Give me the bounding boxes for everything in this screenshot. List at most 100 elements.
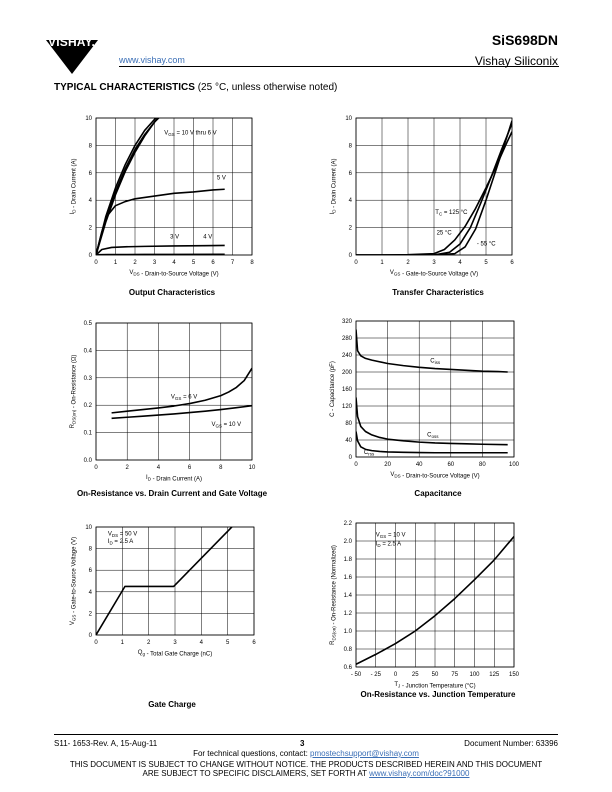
plot-frame — [95, 526, 255, 636]
x-tick-label: 20 — [384, 462, 391, 468]
y-axis-label: C - Capacitance (pF) — [330, 361, 336, 417]
x-tick-label: 8 — [219, 465, 223, 471]
y-axis-label: ID - Drain Current (A) — [330, 159, 338, 215]
caption-on-resistance-temperature: On-Resistance vs. Junction Temperature — [360, 690, 516, 699]
y-tick-label: 0 — [349, 455, 353, 461]
annotation-label: VGS = 10 V — [211, 422, 241, 429]
x-tick-label: 3 — [432, 260, 436, 266]
x-tick-label: 3 — [173, 640, 177, 646]
y-tick-label: 0.5 — [84, 321, 93, 327]
x-tick-label: 5 — [192, 260, 196, 266]
y-tick-label: 80 — [345, 421, 352, 427]
x-tick-label: 3 — [153, 260, 157, 266]
contact-email-link[interactable]: pmostechsupport@vishay.com — [310, 749, 419, 758]
section-note: (25 °C, unless otherwise noted) — [194, 82, 338, 93]
x-tick-label: 7 — [231, 260, 235, 266]
x-tick-label: 75 — [451, 672, 458, 678]
y-tick-label: 2.2 — [344, 521, 353, 527]
series-line: C_rss — [356, 431, 508, 454]
caption-on-resistance-drain-current: On-Resistance vs. Drain Current and Gate… — [76, 489, 268, 498]
x-tick-label: 50 — [432, 672, 439, 678]
contact-line: For technical questions, contact: pmoste… — [0, 749, 612, 758]
series-line: V_GS = 10 V, I_D = 2.5 A — [356, 535, 514, 666]
x-tick-label: 1 — [121, 640, 125, 646]
x-tick-label: 6 — [510, 260, 514, 266]
y-tick-label: 0.4 — [84, 348, 93, 354]
x-tick-label: 60 — [447, 462, 454, 468]
caption-capacitance: Capacitance — [414, 489, 462, 498]
y-tick-label: 10 — [85, 116, 92, 122]
y-tick-label: 240 — [342, 353, 353, 359]
y-tick-label: 8 — [349, 143, 353, 149]
y-tick-label: 6 — [349, 171, 353, 177]
series-line: 5 V — [96, 188, 225, 255]
section-heading: TYPICAL CHARACTERISTICS — [54, 82, 195, 93]
series-line: 4 V — [96, 244, 225, 255]
vishay-logo-icon — [46, 40, 98, 74]
y-tick-label: 0.6 — [344, 665, 353, 671]
annotation-label: 4 V — [203, 235, 212, 241]
y-tick-label: 8 — [89, 547, 93, 553]
x-axis-label: VDS - Drain-to-Source Voltage (V) — [390, 472, 479, 480]
x-tick-label: 4 — [157, 465, 161, 471]
x-tick-label: 2 — [133, 260, 137, 266]
annotation-label: Ciss — [430, 359, 441, 366]
y-tick-label: 1.0 — [344, 629, 353, 635]
logo-text: VISHAY. — [48, 35, 95, 49]
annotation-label: ID = 2.5 A — [376, 542, 401, 549]
x-tick-label: 25 — [412, 672, 419, 678]
x-tick-label: 40 — [416, 462, 423, 468]
x-tick-label: 6 — [211, 260, 215, 266]
x-tick-label: 0 — [394, 672, 398, 678]
annotation-label: 3 V — [170, 235, 179, 241]
x-tick-label: 2 — [126, 465, 130, 471]
disclaimer-line-1: THIS DOCUMENT IS SUBJECT TO CHANGE WITHO… — [69, 760, 543, 769]
y-tick-label: 40 — [345, 438, 352, 444]
footer-rule — [54, 734, 558, 735]
y-tick-label: 0 — [89, 633, 93, 639]
annotation-label: VGS = 10 V — [376, 533, 406, 540]
y-tick-label: 6 — [89, 568, 93, 574]
x-tick-label: 10 — [249, 465, 256, 471]
x-tick-label: - 25 — [371, 672, 382, 678]
contact-text: For technical questions, contact: — [193, 749, 311, 758]
on-resistance-vs-temperature-chart: - 50 - 25 0 25 50 75 100 125 150 0.6 0.8 1.0 1.2 1.4 1… — [330, 521, 520, 690]
series-line — [96, 118, 159, 255]
y-tick-label: 8 — [89, 143, 93, 149]
annotation-label: 25 °C — [437, 230, 453, 236]
x-tick-label: 1 — [114, 260, 118, 266]
caption-output-characteristics: Output Characteristics — [128, 288, 216, 297]
capacitance-chart: 0 20 40 60 80 100 0 40 80 120 160 200 240 280 320C_iss… — [330, 319, 520, 480]
x-axis-label: TJ - Junction Temperature (°C) — [394, 682, 475, 690]
series-line: C_iss — [356, 329, 508, 373]
annotation-label: Coss — [427, 433, 439, 440]
y-tick-label: 2 — [89, 226, 93, 232]
x-tick-label: 4 — [458, 260, 462, 266]
y-tick-label: 160 — [342, 387, 353, 393]
header-url-link[interactable]: www.vishay.com — [119, 55, 185, 65]
y-tick-label: 1.4 — [344, 593, 353, 599]
disclaimer-link[interactable]: www.vishay.com/doc?91000 — [369, 769, 470, 778]
annotation-label: Crss — [364, 450, 375, 457]
y-tick-label: 4 — [89, 198, 93, 204]
annotation-label: - 55 °C — [477, 241, 496, 247]
disclaimer-line-2: ARE SUBJECT TO SPECIFIC DISCLAIMERS, SET… — [0, 769, 612, 778]
y-tick-label: 280 — [342, 336, 353, 342]
y-tick-label: 2 — [349, 226, 353, 232]
x-tick-label: 80 — [479, 462, 486, 468]
x-axis-label: VDS - Drain-to-Source Voltage (V) — [129, 270, 218, 278]
y-axis-label: ID - Drain Current (A) — [70, 159, 78, 215]
x-tick-label: 5 — [484, 260, 488, 266]
annotation-label: VGS = 6 V — [171, 394, 197, 401]
y-tick-label: 4 — [349, 198, 353, 204]
series-line: - 55 °C — [356, 120, 512, 255]
y-tick-label: 6 — [89, 171, 93, 177]
part-number: SiS698DN — [491, 32, 558, 48]
plot-frame — [355, 522, 515, 668]
x-tick-label: 2 — [406, 260, 410, 266]
y-tick-label: 10 — [345, 116, 352, 122]
plot-frame — [355, 320, 515, 458]
x-tick-label: 125 — [489, 672, 500, 678]
annotation-label: VGS = 10 V thru 6 V — [164, 130, 216, 137]
